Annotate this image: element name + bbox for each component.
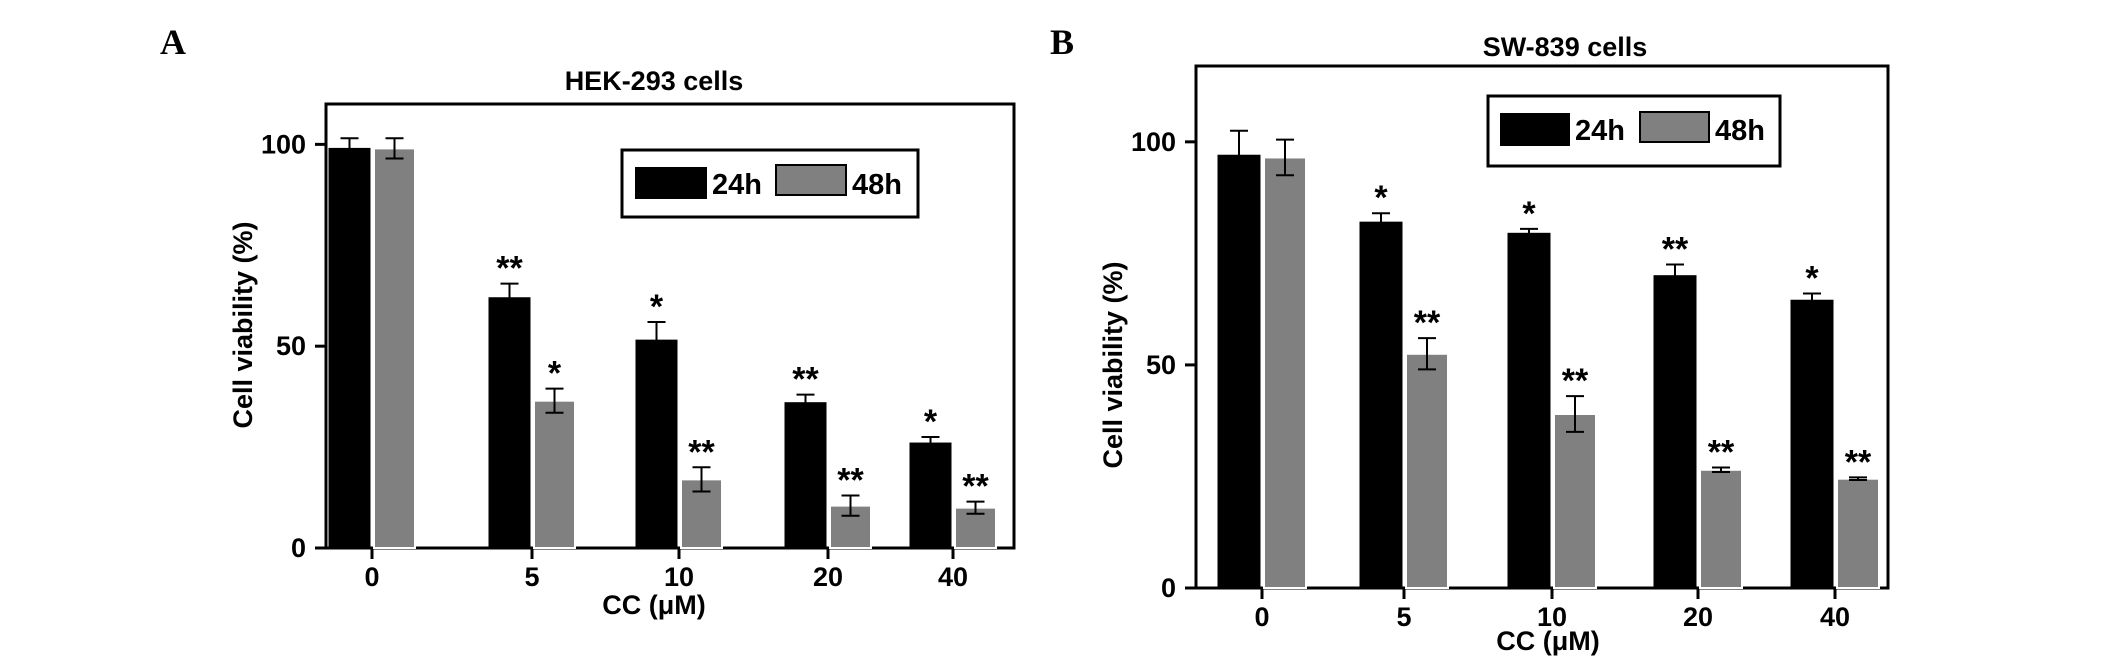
panel-a-significance-24h-5: ** xyxy=(496,250,523,288)
panel-a-legend: 24h 48h xyxy=(620,148,920,219)
panel-b-ytick-label-2: 100 xyxy=(1131,127,1176,157)
panel-a-significance-48h-20: ** xyxy=(837,462,864,500)
panel-a-bar-24h-20 xyxy=(784,402,827,549)
panel-b-bar-24h-10 xyxy=(1507,232,1551,589)
panel-a-bar-24h-0 xyxy=(328,147,371,549)
panel-b-bar-48h-5 xyxy=(1405,352,1449,589)
panel-b-legend-label-48h: 48h xyxy=(1715,115,1765,147)
panel-a-xtick-label-2: 10 xyxy=(664,562,694,592)
panel-a-xtick-label-0: 0 xyxy=(364,562,379,592)
panel-b-ytick-label-0: 0 xyxy=(1161,573,1176,603)
panel-b-legend: 24h 48h xyxy=(1486,94,1782,168)
panel-b-significance-48h-5: ** xyxy=(1414,304,1441,342)
panel-a-bar-48h-0 xyxy=(373,147,416,549)
panel-a-ytick-label-2: 100 xyxy=(261,129,306,159)
panel-a-ytick-label-1: 50 xyxy=(276,331,306,361)
panel-a-significance-48h-5: * xyxy=(548,355,562,393)
panel-a-significance-48h-10: ** xyxy=(688,433,715,471)
panel-b-legend-label-24h: 24h xyxy=(1575,115,1625,147)
panel-a-significance-24h-40: * xyxy=(924,403,938,441)
panel-b-bar-48h-0 xyxy=(1263,156,1307,589)
panel-a-xtick-label-3: 20 xyxy=(813,562,843,592)
panel-a-bar-24h-40 xyxy=(909,442,952,549)
panel-b-bar-24h-5 xyxy=(1359,221,1403,589)
panel-a-legend-label-24h: 24h xyxy=(712,169,762,201)
panel-b-bar-48h-10 xyxy=(1553,413,1597,589)
panel-b-xtick-label-1: 5 xyxy=(1396,602,1411,632)
panel-a-xtick-label-4: 40 xyxy=(938,562,968,592)
panel-b-xtick-label-3: 20 xyxy=(1683,602,1713,632)
panel-b-xtick-label-0: 0 xyxy=(1254,602,1269,632)
panel-a-bar-24h-10 xyxy=(635,339,678,549)
panel-b-significance-24h-40: * xyxy=(1805,260,1819,298)
panel-b-legend-swatch-48h xyxy=(1639,111,1710,143)
panel-a-xlabel: CC (μM) xyxy=(602,590,706,620)
panel-b-bar-48h-40 xyxy=(1836,477,1880,590)
panel-a-title: HEK-293 cells xyxy=(565,66,744,96)
panel-b-letter: B xyxy=(1050,22,1074,62)
panel-a-bar-48h-5 xyxy=(533,399,576,549)
panel-b-ylabel: Cell viability (%) xyxy=(1098,261,1128,468)
panel-b-xlabel: CC (μM) xyxy=(1496,626,1600,656)
panel-a-ylabel: Cell viability (%) xyxy=(228,221,258,428)
panel-b-ytick-label-1: 50 xyxy=(1146,350,1176,380)
panel-b-legend-swatch-24h xyxy=(1500,113,1570,146)
panel-a-legend-swatch-48h xyxy=(775,164,847,196)
panel-a-significance-24h-10: * xyxy=(650,288,664,326)
panel-a-legend-swatch-24h xyxy=(635,167,707,199)
panel-b-bar-24h-20 xyxy=(1653,275,1697,589)
panel-b-significance-48h-10: ** xyxy=(1562,362,1589,400)
panel-b-xtick-label-2: 10 xyxy=(1537,602,1567,632)
panel-b-bar-48h-20 xyxy=(1699,468,1743,589)
panel-b-bar-24h-40 xyxy=(1790,299,1834,589)
panel-b-significance-24h-10: * xyxy=(1522,195,1536,233)
panel-b-significance-24h-5: * xyxy=(1374,179,1388,217)
panel-a-bar-24h-5 xyxy=(488,297,531,549)
panel-b-significance-48h-20: ** xyxy=(1708,434,1735,472)
panel-b-bar-24h-0 xyxy=(1217,154,1261,589)
panel-a-ytick-label-0: 0 xyxy=(291,533,306,563)
panel-a-xtick-label-1: 5 xyxy=(524,562,539,592)
panel-b-title: SW-839 cells xyxy=(1483,32,1648,62)
panel-b-xtick-label-4: 40 xyxy=(1820,602,1850,632)
panel-a-significance-24h-20: ** xyxy=(792,361,819,399)
panel-b-significance-24h-20: ** xyxy=(1662,231,1689,269)
panel-a-letter: A xyxy=(160,22,186,62)
panel-a-legend-label-48h: 48h xyxy=(852,169,902,201)
panel-b-significance-48h-40: ** xyxy=(1845,443,1872,481)
panel-a-significance-48h-40: ** xyxy=(962,468,989,506)
